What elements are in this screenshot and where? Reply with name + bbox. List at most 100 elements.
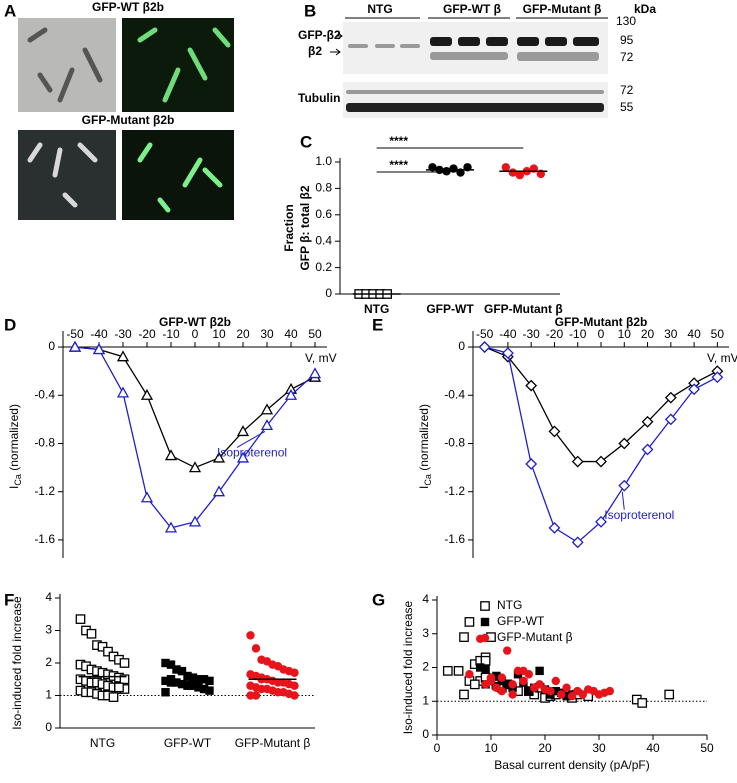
- point: [161, 658, 170, 668]
- point: [188, 673, 198, 682]
- point: [664, 413, 677, 426]
- y-tick-label: -0.8: [34, 436, 55, 450]
- y-tick-label: 0: [48, 339, 55, 353]
- point: [571, 455, 584, 468]
- x-tick-label: 30: [592, 741, 606, 755]
- x-tick-label: -40: [90, 327, 108, 341]
- point: [183, 671, 192, 681]
- point: [212, 451, 226, 463]
- point: [497, 673, 506, 682]
- chart-title: GFP-Mutant β2b: [555, 315, 648, 329]
- point: [442, 666, 453, 676]
- legend-marker: [480, 633, 490, 643]
- annotation-arrow: [621, 491, 625, 510]
- y-tick-label: -0.4: [444, 387, 465, 401]
- point: [562, 683, 571, 692]
- point: [177, 679, 187, 689]
- x-tick-label: GFP-WT: [426, 302, 474, 316]
- bands: [346, 103, 604, 112]
- y-tick-label: -0.4: [34, 387, 55, 401]
- point: [164, 449, 178, 461]
- y-tick-label: 2: [45, 655, 52, 669]
- x-axis-label: Basal current density (pA/pF): [494, 758, 649, 772]
- point: [535, 666, 544, 676]
- point: [108, 692, 119, 702]
- y-tick-label: 0: [458, 339, 465, 353]
- bands: [348, 44, 599, 61]
- point: [464, 617, 475, 627]
- point: [492, 671, 501, 681]
- point: [595, 515, 607, 528]
- bands: [346, 90, 604, 94]
- x-tick-label: 20: [236, 327, 250, 341]
- point: [166, 660, 176, 669]
- x-tick-label: 0: [598, 327, 605, 341]
- legend-marker: [480, 601, 490, 611]
- point: [119, 674, 130, 685]
- point: [459, 689, 469, 700]
- mw-label: 72: [620, 50, 634, 64]
- panel-label: B: [304, 1, 316, 20]
- point: [641, 415, 654, 428]
- y-tick-label: 0.4: [315, 233, 332, 247]
- panel-label: F: [4, 590, 14, 609]
- x-tick-label: 0: [434, 741, 441, 755]
- point: [548, 521, 561, 534]
- legend-label: GFP-WT: [497, 614, 545, 628]
- point: [465, 670, 474, 679]
- x-tick-label: 10: [618, 327, 632, 341]
- bands: [430, 37, 599, 46]
- y-tick-label: 1: [422, 693, 429, 707]
- x-tick-label: -10: [569, 327, 587, 341]
- point: [260, 419, 274, 431]
- y-axis-label: ICa (normalized): [7, 404, 23, 489]
- point: [199, 675, 209, 684]
- y-tick-label: 0: [422, 727, 429, 741]
- point: [548, 425, 561, 438]
- y-tick-label: 0.8: [315, 181, 332, 195]
- series-line: [74, 346, 316, 529]
- x-tick-label: GFP-Mutant β: [235, 736, 311, 750]
- panel-label: G: [372, 590, 385, 609]
- y-axis-label-part: I: [417, 486, 431, 489]
- x-tick-label: -30: [114, 327, 132, 341]
- y-tick-label: -1.6: [444, 532, 465, 546]
- significance-label: ****: [389, 158, 408, 172]
- y-tick-label: 0: [45, 720, 52, 734]
- y-tick-label: 0.6: [315, 207, 332, 221]
- x-tick-label: 20: [538, 741, 552, 755]
- legend-label: GFP-Mutant β: [497, 630, 573, 644]
- point: [519, 676, 528, 686]
- point: [501, 163, 511, 172]
- point: [449, 164, 458, 173]
- x-tick-label: NTG: [90, 736, 115, 750]
- x-tick-label: 10: [484, 741, 498, 755]
- point: [194, 675, 203, 684]
- point: [711, 371, 724, 384]
- y-axis-label-part: (normalized): [417, 404, 431, 474]
- x-tick-label: -50: [476, 327, 494, 341]
- point: [212, 485, 226, 497]
- point: [172, 665, 181, 674]
- legend-label: NTG: [497, 598, 522, 612]
- point: [166, 675, 176, 684]
- y-tick-label: 2: [422, 660, 429, 674]
- panel-label: A: [4, 1, 16, 20]
- point: [486, 676, 496, 686]
- x-tick-label: 10: [212, 327, 226, 341]
- point: [140, 491, 154, 503]
- point: [177, 666, 187, 676]
- point: [524, 686, 533, 696]
- x-tick-label: NTG: [364, 302, 389, 316]
- x-tick-label: 20: [641, 327, 655, 341]
- x-axis-label: V, mV: [707, 351, 737, 365]
- point: [290, 691, 299, 700]
- series-line: [484, 346, 718, 544]
- point: [188, 515, 202, 527]
- band-arrow: [330, 32, 343, 56]
- point: [246, 631, 255, 640]
- mw-label: 72: [620, 83, 634, 97]
- point: [97, 641, 108, 652]
- point: [515, 171, 525, 180]
- y-tick-label: 3: [45, 623, 52, 637]
